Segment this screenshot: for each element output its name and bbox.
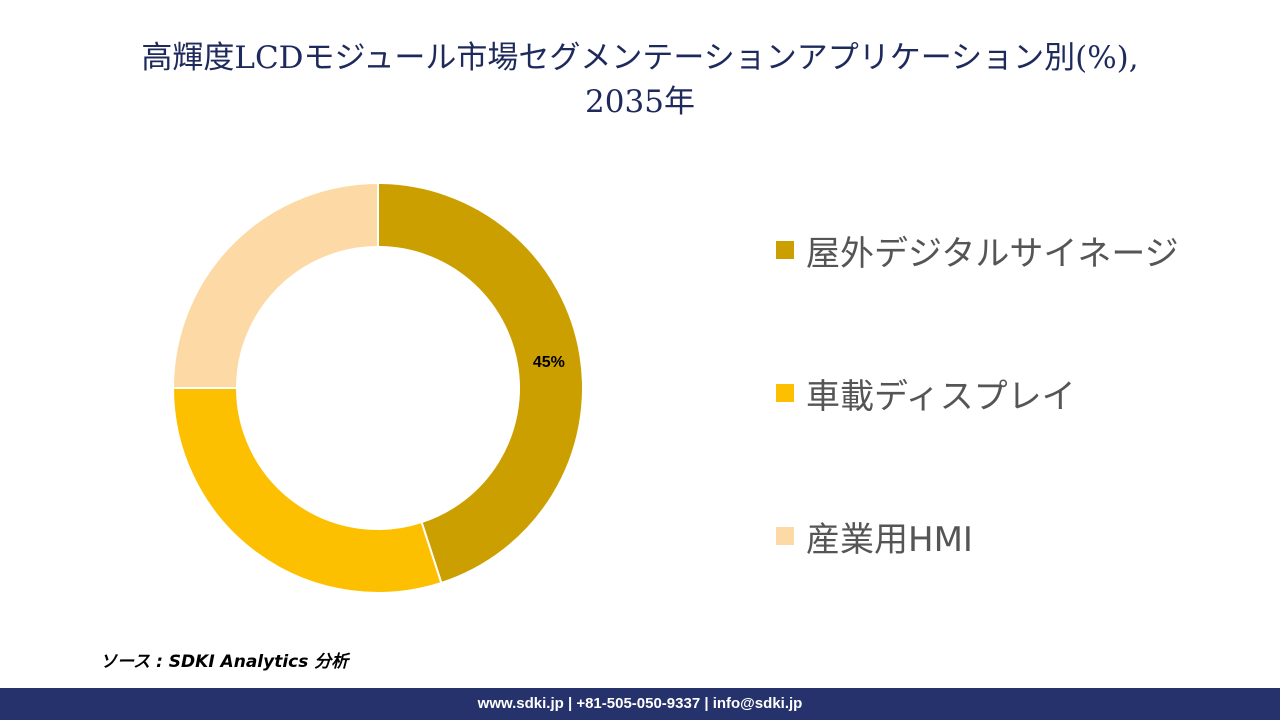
chart-title-line1: 高輝度LCDモジュール市場セグメンテーションアプリケーション別(%), <box>141 40 1139 76</box>
legend-swatch <box>776 527 794 545</box>
footer-bar: www.sdki.jp | +81-505-050-9337 | info@sd… <box>0 688 1280 720</box>
legend-item-industrial-hmi: 産業用HMI <box>776 508 1179 564</box>
legend-item-automotive-display: 車載ディスプレイ <box>776 365 1179 421</box>
donut-slice-3 <box>171 181 379 389</box>
chart-legend: 屋外デジタルサイネージ 車載ディスプレイ 産業用HMI <box>776 222 1179 651</box>
source-note: ソース : SDKI Analytics 分析 <box>100 652 349 672</box>
footer-contact: www.sdki.jp | +81-505-050-9337 | info@sd… <box>477 695 803 712</box>
legend-swatch <box>776 241 794 259</box>
legend-label: 産業用HMI <box>806 519 973 560</box>
chart-title-line2: 2035年 <box>585 84 695 120</box>
donut-slice-1 <box>377 181 584 585</box>
legend-swatch <box>776 384 794 402</box>
data-label-1: 45% <box>533 354 565 371</box>
legend-item-outdoor-signage: 屋外デジタルサイネージ <box>776 222 1179 278</box>
legend-label: 屋外デジタルサイネージ <box>806 233 1179 274</box>
chart-title: 高輝度LCDモジュール市場セグメンテーションアプリケーション別(%), 2035… <box>0 36 1280 124</box>
legend-label: 車載ディスプレイ <box>806 376 1076 417</box>
donut-slice-2 <box>171 387 443 594</box>
